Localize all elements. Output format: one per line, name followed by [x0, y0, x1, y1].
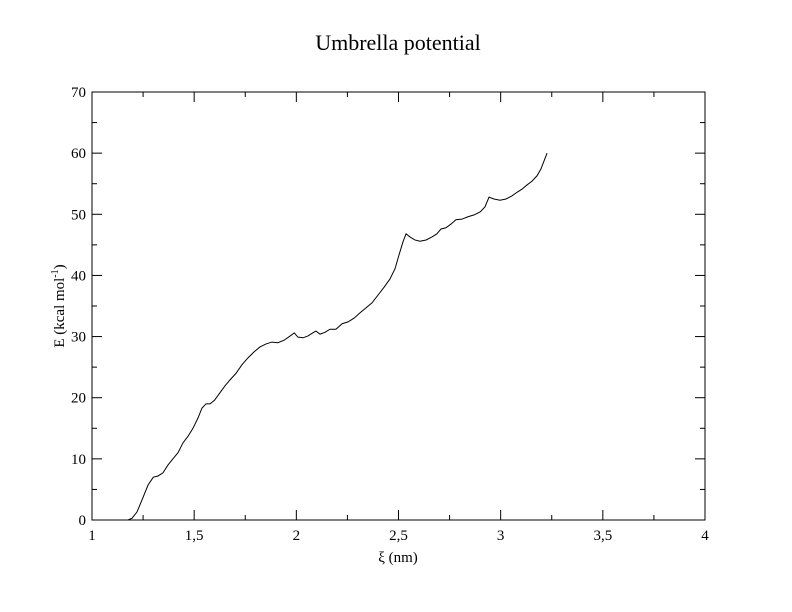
y-tick-label: 50: [71, 207, 86, 223]
y-tick-label: 30: [71, 330, 86, 346]
y-label-end: ): [52, 264, 68, 269]
y-axis-label: E (kcal mol-1): [50, 264, 68, 347]
x-tick-label: 3,5: [593, 528, 612, 544]
y-tick-label: 60: [71, 146, 86, 162]
chart-title: Umbrella potential: [315, 30, 481, 55]
y-label-exponent: -1: [50, 269, 61, 277]
y-tick-label: 40: [71, 268, 86, 284]
x-tick-label: 1: [88, 528, 96, 544]
x-tick-label: 4: [701, 528, 709, 544]
y-tick-label: 70: [71, 85, 86, 101]
x-tick-label: 3: [497, 528, 505, 544]
x-axis-label: ξ (nm): [378, 550, 418, 566]
y-tick-label: 10: [71, 452, 86, 468]
y-label-text: E (kcal mol: [52, 278, 68, 348]
x-tick-label: 2: [293, 528, 301, 544]
y-tick-label: 20: [71, 391, 86, 407]
data-line: [127, 152, 548, 521]
x-tick-label: 1,5: [185, 528, 204, 544]
x-tick-label: 2,5: [389, 528, 408, 544]
y-tick-label: 0: [79, 513, 87, 529]
